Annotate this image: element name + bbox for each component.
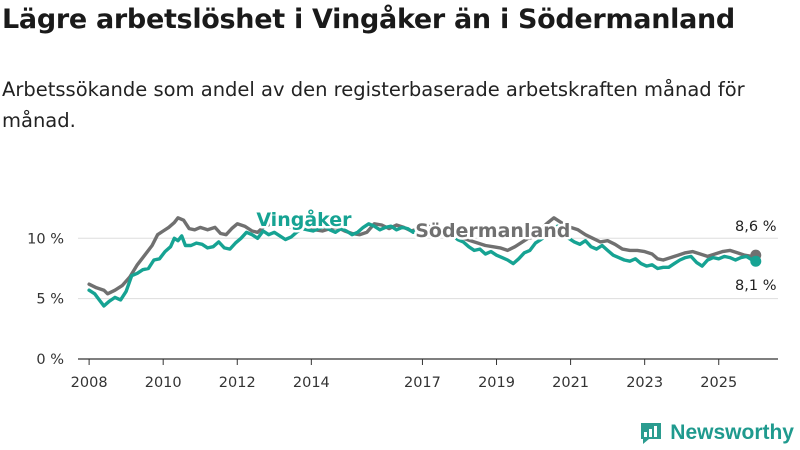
- x-axis: 2008 2010 2012 2014 2017 2019 2021 2023 2025: [71, 359, 737, 391]
- series-label-vingaker: Vingåker: [256, 207, 352, 231]
- end-value-label-vingaker: 8,1 %: [735, 278, 776, 294]
- gridlines: [78, 237, 778, 360]
- x-tick-label: 2021: [552, 375, 589, 391]
- y-tick-label: 0 %: [36, 352, 64, 368]
- x-tick-label: 2019: [478, 375, 515, 391]
- newsworthy-icon: [641, 423, 662, 444]
- x-tick-label: 2008: [71, 375, 108, 391]
- x-tick-label: 2010: [145, 375, 182, 391]
- x-tick-label: 2014: [293, 375, 330, 391]
- brand-name: Newsworthy: [670, 421, 794, 444]
- series-layer: [87, 216, 762, 308]
- y-tick-label: 10 %: [27, 231, 64, 247]
- y-tick-label: 5 %: [36, 292, 64, 308]
- y-axis: 0 % 5 % 10 %: [27, 231, 64, 368]
- series-line-vingaker: [87, 222, 758, 308]
- x-tick-label: 2023: [626, 375, 663, 391]
- series-label-sodermanland: Södermanland: [415, 220, 570, 242]
- newsworthy-logo[interactable]: Newsworthy: [638, 420, 794, 446]
- x-tick-label: 2012: [219, 375, 256, 391]
- chart-subtitle: Arbetssökande som andel av den registerb…: [2, 78, 745, 132]
- chart-title: Lägre arbetslöshet i Vingåker än i Söder…: [2, 4, 735, 35]
- series-labels: Södermanland 8,6 % Vingåker 8,1 %: [254, 205, 779, 297]
- end-point-vingaker: [750, 255, 762, 267]
- x-tick-label: 2017: [404, 375, 441, 391]
- x-tick-label: 2025: [700, 375, 737, 391]
- end-value-label-sodermanland: 8,6 %: [735, 219, 776, 235]
